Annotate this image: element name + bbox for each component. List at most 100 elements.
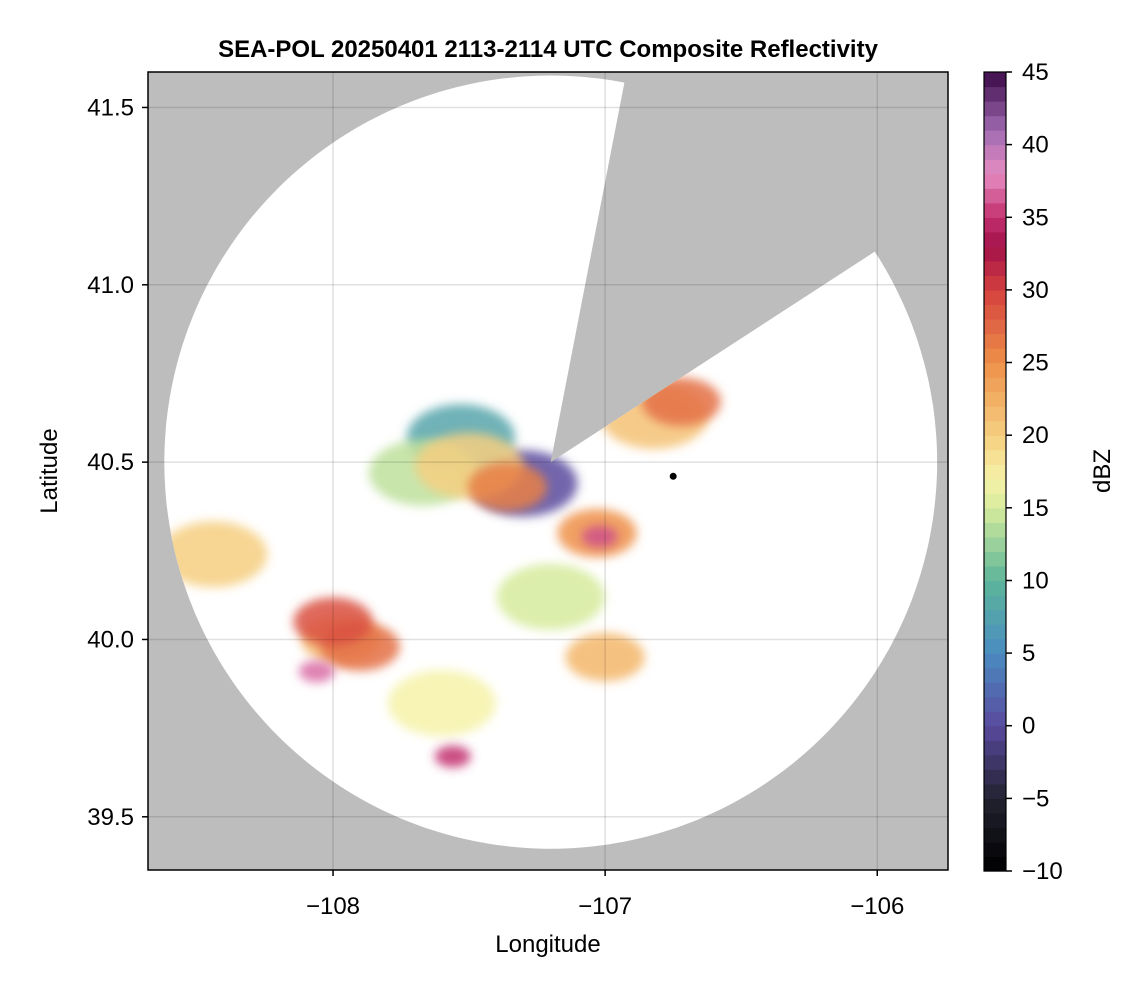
colorbar-band	[984, 798, 1006, 814]
y-tick-label: 40.0	[87, 627, 134, 654]
colorbar-band	[984, 754, 1006, 770]
colorbar-band	[984, 653, 1006, 669]
storm-cell	[565, 633, 645, 682]
colorbar-band	[984, 725, 1006, 741]
colorbar-band	[984, 246, 1006, 262]
colorbar-band	[984, 362, 1006, 378]
colorbar-band	[984, 841, 1006, 858]
storm-cell	[387, 670, 496, 737]
x-axis: −108 −107 −106	[306, 870, 904, 920]
colorbar-band	[984, 391, 1006, 407]
colorbar-band	[984, 827, 1006, 843]
colorbar-band	[984, 188, 1006, 204]
colorbar-band	[984, 159, 1006, 175]
colorbar-band	[984, 507, 1006, 523]
x-tick-label: −108	[306, 893, 360, 920]
colorbar-band	[984, 769, 1006, 785]
storm-cell	[581, 525, 618, 548]
colorbar-band	[984, 231, 1006, 247]
colorbar-band	[984, 420, 1006, 436]
colorbar-tick-label: 40	[1022, 132, 1049, 159]
colorbar-band	[984, 115, 1006, 131]
colorbar-band	[984, 522, 1006, 538]
y-tick-label: 39.5	[87, 804, 134, 831]
colorbar-band	[984, 318, 1006, 335]
plot-area	[147, 71, 949, 871]
colorbar-tick-label: −10	[1022, 858, 1063, 885]
colorbar-tick-label: −5	[1022, 785, 1049, 812]
colorbar-band	[984, 101, 1006, 117]
storm-cell	[293, 597, 373, 646]
colorbar-band	[984, 812, 1006, 829]
colorbar-band	[984, 638, 1006, 654]
colorbar-tick-label: 45	[1022, 59, 1049, 86]
x-tick-label: −106	[850, 893, 904, 920]
y-axis-label: Latitude	[36, 428, 63, 513]
colorbar-band	[984, 696, 1006, 712]
colorbar-tick-label: 20	[1022, 422, 1049, 449]
colorbar-band	[984, 478, 1006, 494]
colorbar-tick-label: 5	[1022, 640, 1035, 667]
colorbar-band	[984, 609, 1006, 625]
colorbar-band	[984, 144, 1006, 160]
colorbar-label: dBZ	[1089, 449, 1116, 493]
colorbar-frame	[983, 71, 1007, 872]
colorbar-band	[984, 551, 1006, 567]
colorbar-band	[984, 565, 1006, 582]
grid-lines	[148, 72, 948, 870]
colorbar-band	[984, 667, 1006, 683]
y-tick-label: 41.0	[87, 272, 134, 299]
y-tick-label: 40.5	[87, 449, 134, 476]
colorbar-band	[984, 682, 1006, 698]
colorbar-band	[984, 260, 1006, 276]
colorbar-band	[984, 86, 1006, 102]
colorbar-band	[984, 202, 1006, 218]
site-dot	[669, 472, 677, 480]
colorbar-tick-label: 15	[1022, 495, 1049, 522]
x-tick-label: −107	[578, 893, 632, 920]
x-axis-label: Longitude	[495, 931, 600, 958]
colorbar-band	[984, 304, 1006, 320]
colorbar-band	[984, 594, 1006, 611]
y-axis: 39.5 40.0 40.5 41.0 41.5	[87, 95, 148, 831]
colorbar-band	[984, 493, 1006, 509]
colorbar-band	[984, 348, 1006, 364]
colorbar-tick-label: 25	[1022, 350, 1049, 377]
y-tick-label: 41.5	[87, 95, 134, 122]
colorbar-band	[984, 536, 1006, 552]
colorbar-band	[984, 130, 1006, 146]
colorbar-tick-label: 30	[1022, 277, 1049, 304]
radar-site-marker	[669, 472, 677, 480]
reflectivity-field	[164, 377, 721, 768]
storm-cell	[434, 745, 471, 768]
storm-cell	[164, 521, 268, 588]
plot-frame	[147, 71, 949, 871]
colorbar-band	[984, 449, 1006, 465]
colorbar-band	[984, 377, 1006, 393]
colorbar-tick-label: 10	[1022, 568, 1049, 595]
colorbar-tick-label: 0	[1022, 713, 1035, 740]
colorbar-band	[984, 333, 1006, 349]
colorbar-band	[984, 72, 1006, 88]
colorbar-band	[984, 624, 1006, 640]
storm-cell	[467, 462, 547, 512]
colorbar-band	[984, 856, 1006, 872]
colorbar-band	[984, 435, 1006, 451]
colorbar-ticks: −10 −5 0 5 10 15 20 25 30 35 40 45	[1006, 59, 1063, 885]
storm-cell	[496, 563, 605, 630]
colorbar-band	[984, 406, 1006, 422]
colorbar-band	[984, 711, 1006, 727]
storm-cell	[298, 660, 335, 683]
colorbar-bands	[984, 72, 1006, 872]
colorbar-band	[984, 580, 1006, 596]
colorbar: −10 −5 0 5 10 15 20 25 30 35 40 45 dBZ	[983, 59, 1116, 885]
colorbar-band	[984, 783, 1006, 799]
colorbar-tick-label: 35	[1022, 204, 1049, 231]
colorbar-band	[984, 275, 1006, 291]
chart-title: SEA-POL 20250401 2113-2114 UTC Composite…	[218, 36, 879, 63]
colorbar-band	[984, 289, 1006, 306]
colorbar-band	[984, 464, 1006, 480]
colorbar-band	[984, 740, 1006, 756]
colorbar-band	[984, 217, 1006, 233]
